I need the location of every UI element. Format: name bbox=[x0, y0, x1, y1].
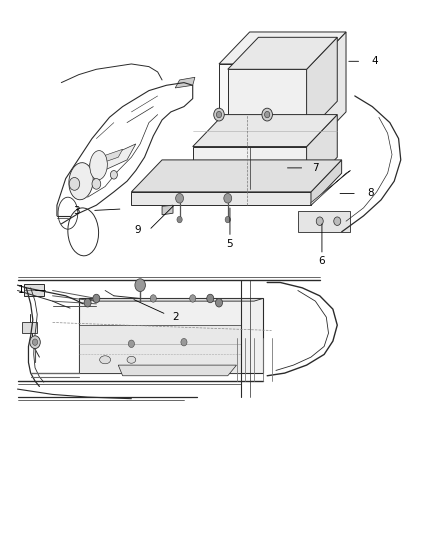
Circle shape bbox=[181, 338, 187, 346]
Polygon shape bbox=[131, 192, 311, 205]
Circle shape bbox=[135, 279, 145, 292]
Circle shape bbox=[32, 339, 38, 345]
Polygon shape bbox=[228, 37, 337, 69]
Circle shape bbox=[262, 108, 272, 121]
Polygon shape bbox=[298, 211, 350, 232]
Polygon shape bbox=[88, 149, 123, 168]
Text: 3: 3 bbox=[73, 206, 80, 215]
Circle shape bbox=[150, 295, 156, 302]
Circle shape bbox=[190, 295, 196, 302]
Polygon shape bbox=[219, 64, 315, 144]
Polygon shape bbox=[307, 115, 337, 189]
Circle shape bbox=[316, 217, 323, 225]
Polygon shape bbox=[228, 69, 307, 133]
Circle shape bbox=[93, 294, 100, 303]
Text: 8: 8 bbox=[367, 189, 374, 198]
Circle shape bbox=[176, 193, 184, 203]
Polygon shape bbox=[193, 115, 337, 147]
Ellipse shape bbox=[69, 163, 93, 200]
Polygon shape bbox=[307, 37, 337, 133]
Circle shape bbox=[216, 111, 222, 118]
Ellipse shape bbox=[127, 357, 136, 364]
Polygon shape bbox=[92, 144, 136, 176]
Polygon shape bbox=[22, 322, 37, 333]
Circle shape bbox=[128, 340, 134, 348]
Circle shape bbox=[30, 336, 40, 349]
Text: 2: 2 bbox=[172, 312, 179, 322]
Polygon shape bbox=[175, 77, 195, 88]
Ellipse shape bbox=[90, 151, 107, 180]
Circle shape bbox=[207, 294, 214, 303]
Text: 5: 5 bbox=[226, 239, 233, 248]
Polygon shape bbox=[219, 32, 346, 64]
Circle shape bbox=[69, 177, 80, 190]
Polygon shape bbox=[88, 298, 263, 301]
Circle shape bbox=[110, 171, 117, 179]
Circle shape bbox=[334, 217, 341, 225]
Circle shape bbox=[177, 216, 182, 223]
Polygon shape bbox=[315, 32, 346, 144]
Circle shape bbox=[214, 108, 224, 121]
Circle shape bbox=[225, 216, 230, 223]
Circle shape bbox=[92, 179, 101, 189]
Polygon shape bbox=[311, 171, 350, 205]
Text: 1: 1 bbox=[18, 286, 25, 295]
Polygon shape bbox=[79, 298, 263, 373]
Polygon shape bbox=[79, 325, 241, 373]
Polygon shape bbox=[131, 160, 342, 192]
Text: 6: 6 bbox=[318, 256, 325, 266]
Circle shape bbox=[215, 298, 223, 307]
Circle shape bbox=[265, 111, 270, 118]
Text: 4: 4 bbox=[371, 56, 378, 66]
Ellipse shape bbox=[99, 356, 110, 364]
Polygon shape bbox=[162, 205, 173, 215]
Polygon shape bbox=[193, 147, 307, 189]
Text: 7: 7 bbox=[312, 163, 319, 173]
Polygon shape bbox=[311, 160, 342, 205]
Polygon shape bbox=[261, 115, 278, 128]
Circle shape bbox=[224, 193, 232, 203]
Polygon shape bbox=[118, 365, 237, 376]
Polygon shape bbox=[24, 284, 44, 296]
Circle shape bbox=[84, 298, 91, 307]
Text: 9: 9 bbox=[134, 225, 141, 235]
